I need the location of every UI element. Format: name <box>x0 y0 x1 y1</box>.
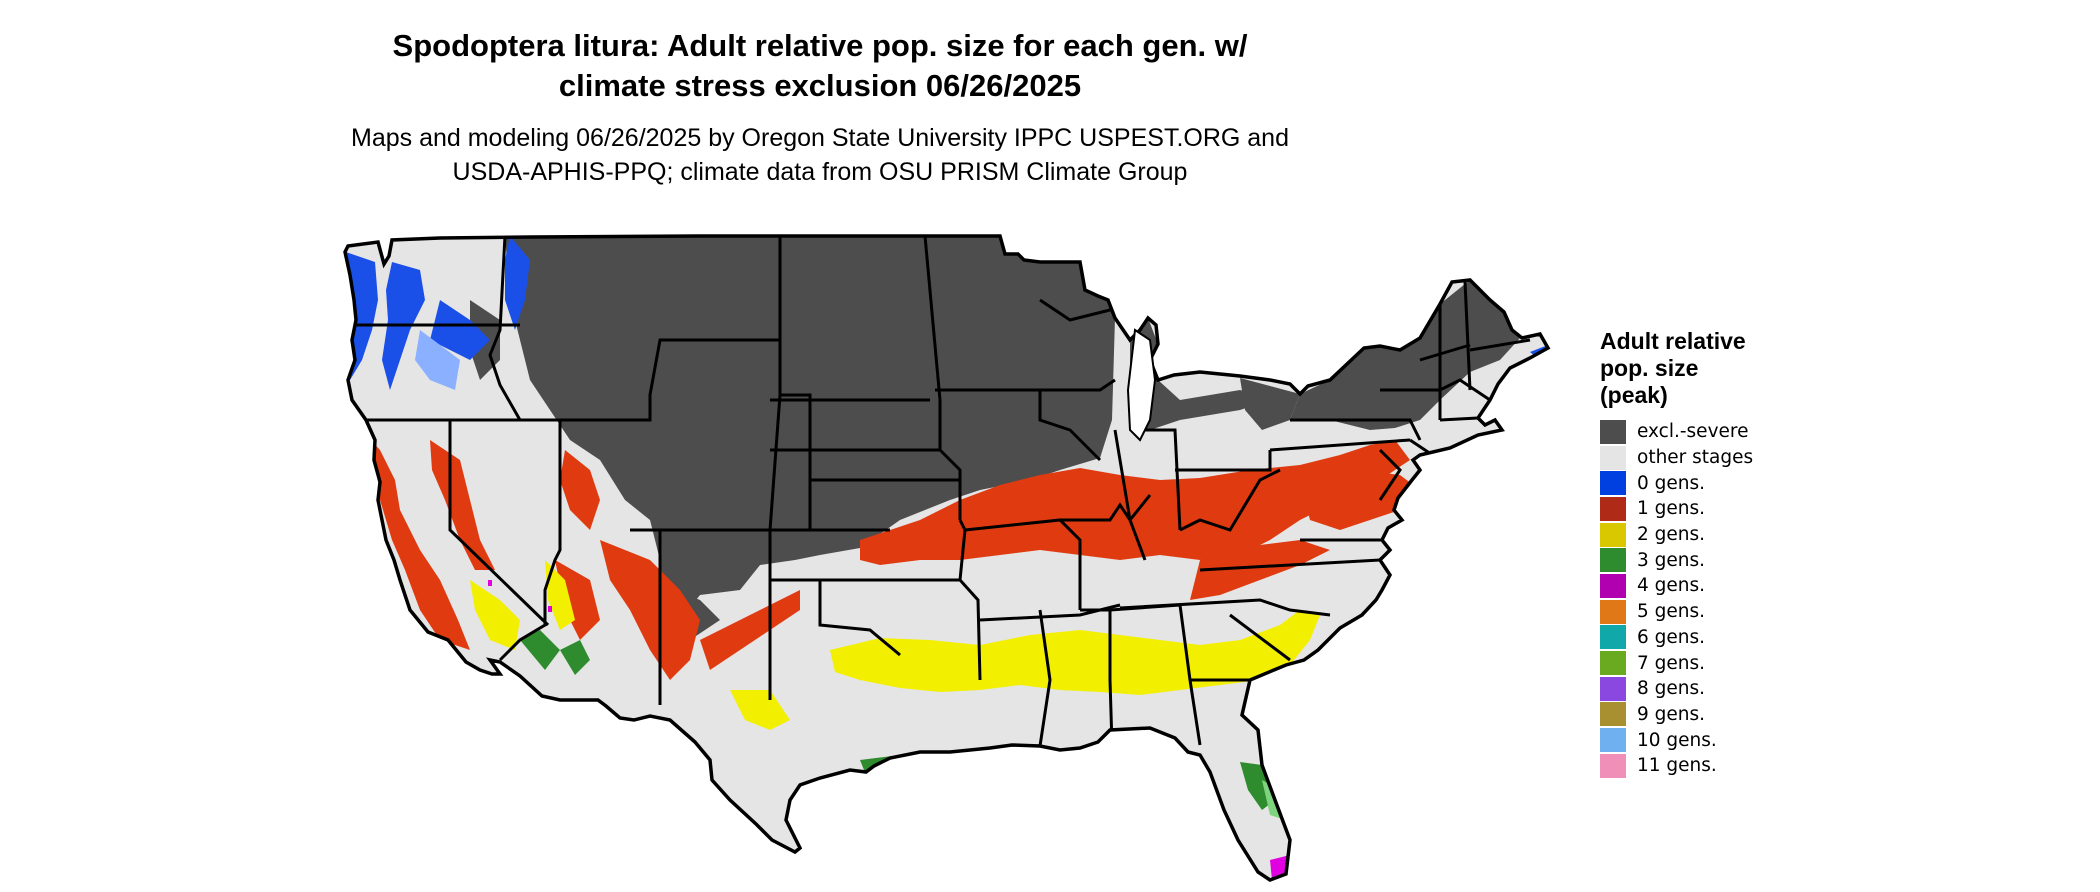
map-title-line-1: Spodoptera litura: Adult relative pop. s… <box>392 28 1248 63</box>
legend: Adult relative pop. size (peak) excl.-se… <box>1600 328 1860 779</box>
legend-label: excl.-severe <box>1637 421 1749 443</box>
legend-label: 6 gens. <box>1637 626 1706 648</box>
legend-swatch <box>1600 471 1626 496</box>
us-map <box>320 220 1580 890</box>
legend-swatch <box>1600 522 1626 547</box>
legend-swatch <box>1600 496 1626 521</box>
legend-title: Adult relative pop. size (peak) <box>1600 328 1860 409</box>
legend-item: excl.-severe <box>1600 419 1860 445</box>
legend-title-line-1: Adult relative <box>1600 328 1746 354</box>
state-borders <box>348 236 1531 747</box>
legend-item: 5 gens. <box>1600 599 1860 625</box>
legend-label: 2 gens. <box>1637 524 1706 546</box>
map-subtitle-line-2: USDA-APHIS-PPQ; climate data from OSU PR… <box>452 158 1188 186</box>
map-subtitle-line-1: Maps and modeling 06/26/2025 by Oregon S… <box>351 124 1289 152</box>
legend-swatch <box>1600 676 1626 701</box>
legend-title-line-3: (peak) <box>1600 382 1668 408</box>
legend-swatch <box>1600 728 1626 753</box>
legend-item: 3 gens. <box>1600 547 1860 573</box>
legend-label: 9 gens. <box>1637 703 1706 725</box>
legend-swatch <box>1600 625 1626 650</box>
legend-swatch <box>1600 651 1626 676</box>
legend-swatch <box>1600 573 1626 598</box>
legend-swatch <box>1600 753 1626 778</box>
legend-label: 10 gens. <box>1637 729 1717 751</box>
legend-item: 10 gens. <box>1600 727 1860 753</box>
legend-items: excl.-severe other stages 0 gens. 1 gens… <box>1600 419 1860 779</box>
map-title-line-2: climate stress exclusion 06/26/2025 <box>558 68 1082 103</box>
legend-item: 9 gens. <box>1600 702 1860 728</box>
legend-item: 0 gens. <box>1600 470 1860 496</box>
legend-swatch <box>1600 702 1626 727</box>
legend-item: 8 gens. <box>1600 676 1860 702</box>
legend-label: 0 gens. <box>1637 472 1706 494</box>
legend-item: 4 gens. <box>1600 573 1860 599</box>
legend-swatch <box>1600 445 1626 470</box>
lake-michigan <box>1126 328 1157 442</box>
legend-label: other stages <box>1637 447 1754 469</box>
legend-item: 11 gens. <box>1600 753 1860 779</box>
legend-label: 3 gens. <box>1637 549 1706 571</box>
legend-item: other stages <box>1600 445 1860 471</box>
gen2-region <box>470 560 1320 730</box>
legend-item: 7 gens. <box>1600 650 1860 676</box>
legend-label: 7 gens. <box>1637 652 1706 674</box>
legend-label: 5 gens. <box>1637 601 1706 623</box>
legend-item: 6 gens. <box>1600 625 1860 651</box>
legend-item: 2 gens. <box>1600 522 1860 548</box>
legend-swatch <box>1600 419 1626 444</box>
legend-label: 4 gens. <box>1637 575 1706 597</box>
legend-swatch <box>1600 548 1626 573</box>
legend-item: 1 gens. <box>1600 496 1860 522</box>
legend-swatch <box>1600 599 1626 624</box>
conus-outline <box>343 234 1551 882</box>
legend-title-line-2: pop. size <box>1600 355 1699 381</box>
legend-label: 11 gens. <box>1637 755 1717 777</box>
legend-label: 1 gens. <box>1637 498 1706 520</box>
legend-label: 8 gens. <box>1637 678 1706 700</box>
